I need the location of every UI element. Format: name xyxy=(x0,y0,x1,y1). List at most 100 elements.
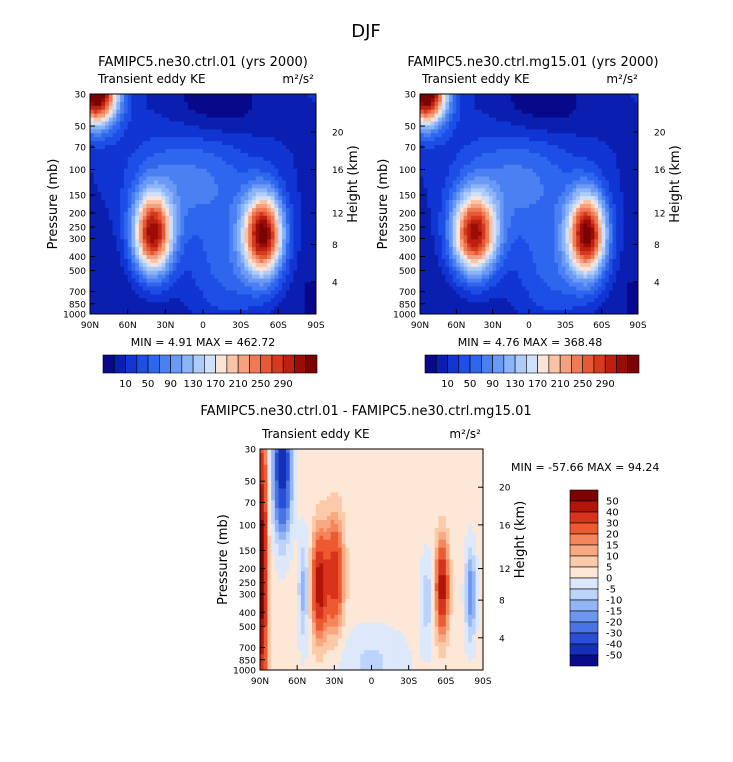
field-cell xyxy=(274,282,279,288)
field-cell xyxy=(195,306,200,311)
field-cell xyxy=(255,133,261,138)
field-cell xyxy=(154,302,159,307)
field-cell xyxy=(521,188,526,193)
field-cell xyxy=(300,266,306,272)
field-cell xyxy=(221,306,227,311)
field-cell xyxy=(169,200,174,205)
field-cell xyxy=(191,172,197,178)
field-cell xyxy=(116,298,121,303)
field-cell xyxy=(120,259,125,264)
field-cell xyxy=(244,117,249,123)
field-cell xyxy=(605,125,610,130)
field-cell xyxy=(289,172,294,178)
field-cell xyxy=(420,180,425,185)
field-cell xyxy=(521,125,526,130)
field-cell xyxy=(90,270,95,276)
field-cell xyxy=(244,156,249,162)
field-cell xyxy=(108,243,114,248)
field-cell xyxy=(116,129,121,134)
field-cell xyxy=(554,152,559,158)
field-cell xyxy=(430,129,436,134)
field-cell xyxy=(135,196,140,201)
field-cell xyxy=(233,255,238,260)
field-cell xyxy=(297,149,302,154)
field-cell xyxy=(172,262,178,268)
field-cell xyxy=(445,164,450,170)
field-cell xyxy=(161,188,166,193)
field-cell xyxy=(496,192,501,197)
field-cell xyxy=(267,235,272,240)
field-cell xyxy=(135,184,140,189)
field-cell xyxy=(221,188,227,193)
field-cell xyxy=(619,94,625,99)
field-cell xyxy=(278,239,283,244)
field-cell xyxy=(587,113,592,119)
field-cell xyxy=(218,282,223,288)
field-cell xyxy=(154,251,159,256)
field-cell xyxy=(297,262,302,268)
field-cell xyxy=(180,200,185,205)
field-cell xyxy=(93,278,99,284)
field-cell xyxy=(278,172,283,178)
field-cell xyxy=(199,270,204,276)
field-cell xyxy=(282,121,287,127)
field-cell xyxy=(308,196,313,201)
field-cell xyxy=(496,129,501,134)
field-cell xyxy=(427,145,432,150)
field-cell xyxy=(120,196,125,201)
field-cell xyxy=(503,149,508,154)
field-cell xyxy=(459,125,465,130)
field-cell xyxy=(263,109,268,115)
field-cell xyxy=(218,207,223,213)
field-cell xyxy=(459,109,465,115)
field-cell xyxy=(619,164,625,170)
field-cell xyxy=(221,266,227,272)
field-cell xyxy=(172,227,178,233)
field-cell xyxy=(278,310,283,314)
field-cell xyxy=(572,125,577,130)
field-cell xyxy=(300,133,306,138)
field-cell xyxy=(203,121,208,127)
field-cell xyxy=(579,141,585,146)
field-cell xyxy=(157,235,163,240)
field-cell xyxy=(259,121,264,127)
field-cell xyxy=(561,172,566,178)
field-cell xyxy=(206,294,212,299)
field-cell xyxy=(496,141,501,146)
field-cell xyxy=(449,125,454,130)
field-cell xyxy=(274,129,279,134)
field-cell xyxy=(251,141,257,146)
field-cell xyxy=(180,266,185,272)
field-cell xyxy=(485,129,490,134)
field-cell xyxy=(255,109,261,115)
field-cell xyxy=(251,176,257,182)
field-cell xyxy=(169,125,174,130)
field-cell xyxy=(218,204,223,209)
field-cell xyxy=(536,145,541,150)
field-cell xyxy=(127,302,133,307)
field-cell xyxy=(270,188,276,193)
field-cell xyxy=(108,129,114,134)
field-cell xyxy=(510,168,516,174)
field-cell xyxy=(576,105,581,111)
field-cell xyxy=(474,172,479,178)
field-cell xyxy=(172,282,178,288)
field-cell xyxy=(304,101,310,107)
field-cell xyxy=(161,207,166,213)
field-cell xyxy=(229,227,234,233)
field-cell xyxy=(101,196,106,201)
field-cell xyxy=(184,133,189,138)
field-cell xyxy=(221,133,227,138)
field-cell xyxy=(297,227,302,233)
field-cell xyxy=(221,211,227,217)
field-cell xyxy=(248,211,253,217)
field-cell xyxy=(308,251,313,256)
field-cell xyxy=(90,223,95,229)
field-cell xyxy=(108,121,114,127)
field-cell xyxy=(157,270,163,276)
field-cell xyxy=(221,145,227,150)
field-cell xyxy=(499,160,505,166)
field-cell xyxy=(514,101,519,107)
field-cell xyxy=(558,113,563,119)
field-cell xyxy=(229,137,234,142)
